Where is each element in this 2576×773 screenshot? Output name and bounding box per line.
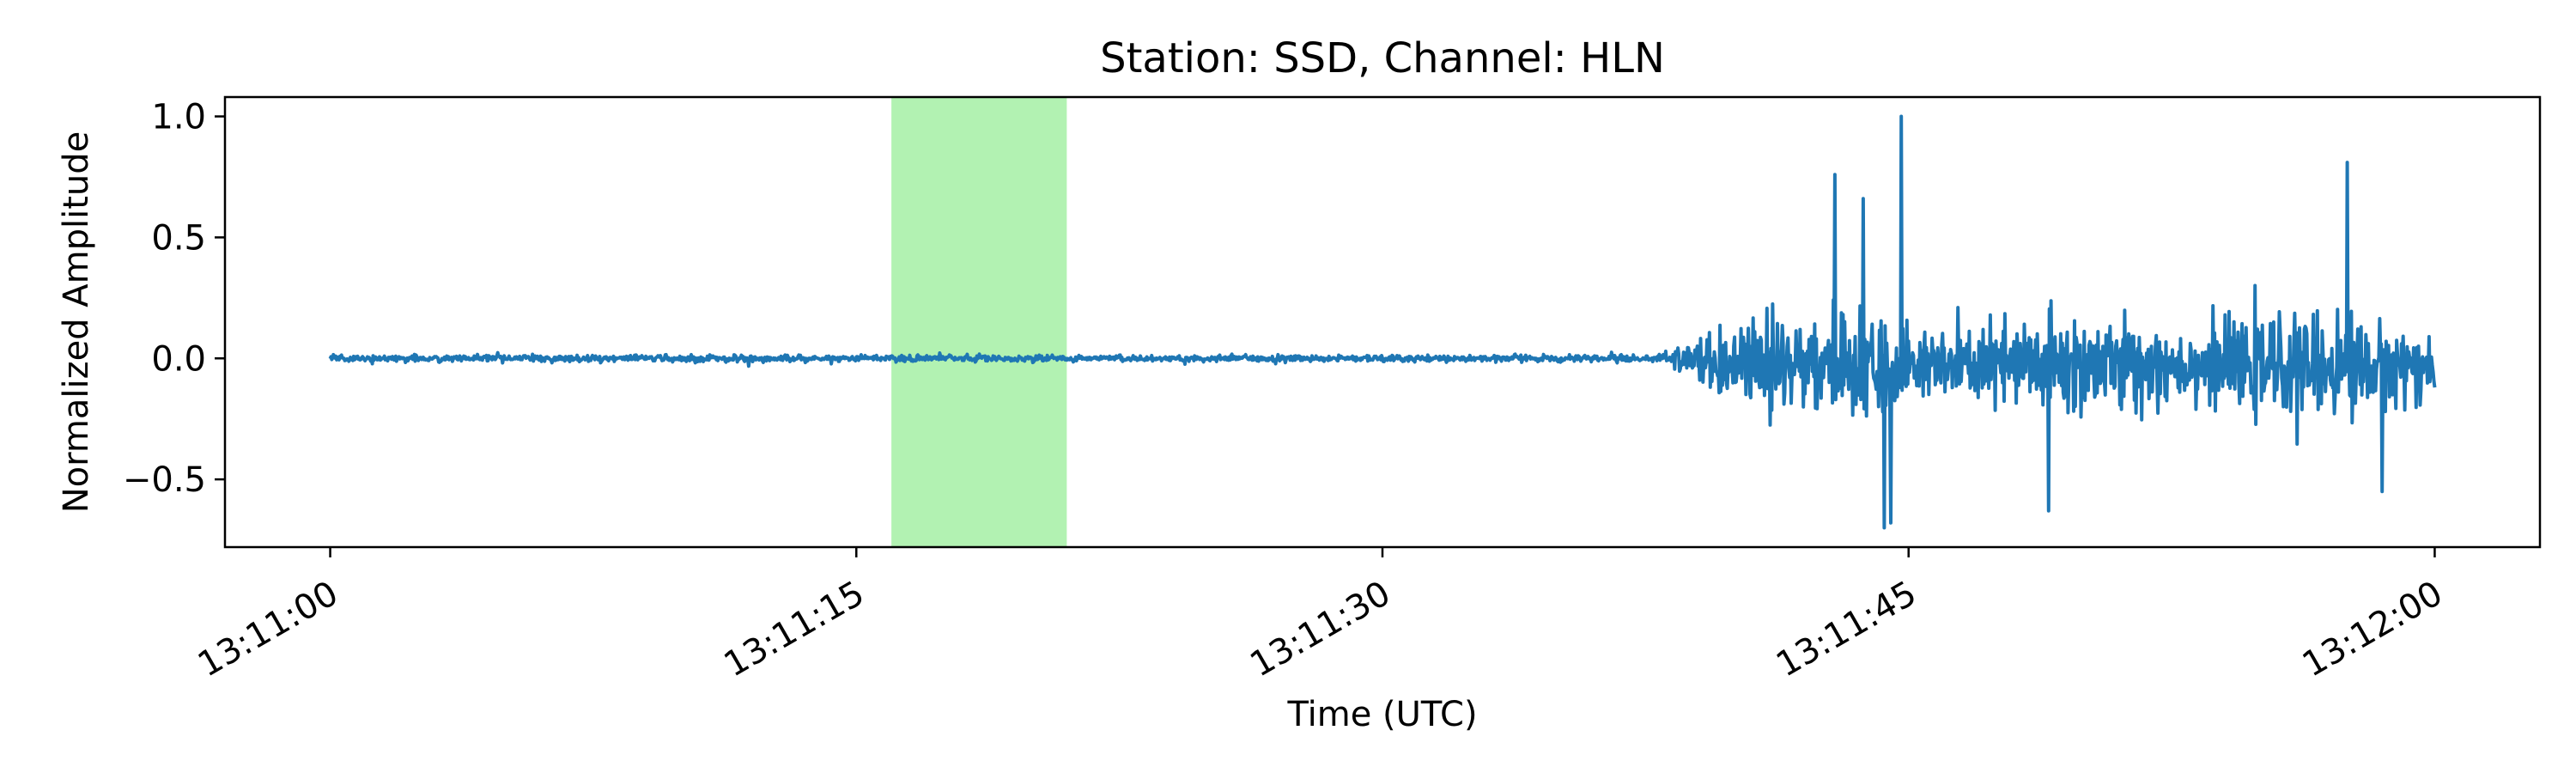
x-axis: 13:11:00 13:11:15 13:11:30 13:11:45 13:12:00: [191, 547, 2449, 685]
y-tick-label: −0.5: [123, 460, 206, 500]
chart-title: Station: SSD, Channel: HLN: [1100, 34, 1665, 82]
y-axis-label: Normalized Amplitude: [57, 131, 96, 514]
y-tick-label: 1.0: [151, 98, 206, 137]
y-axis: −0.5 0.0 0.5 1.0: [123, 98, 225, 500]
plot-frame: [223, 95, 2542, 549]
y-tick-label: 0.0: [151, 339, 206, 379]
y-tick-label: 0.5: [151, 218, 206, 258]
x-tick-label: 13:12:00: [2296, 574, 2450, 685]
plot-area: [328, 97, 2437, 547]
x-axis-label: Time (UTC): [1286, 695, 1477, 734]
waveform-line: [328, 114, 2437, 530]
x-tick-label: 13:11:00: [191, 574, 345, 685]
x-tick-label: 13:11:45: [1770, 574, 1923, 685]
x-tick-label: 13:11:30: [1243, 574, 1397, 685]
highlight-window: [891, 97, 1067, 547]
x-tick-label: 13:11:15: [718, 574, 872, 685]
